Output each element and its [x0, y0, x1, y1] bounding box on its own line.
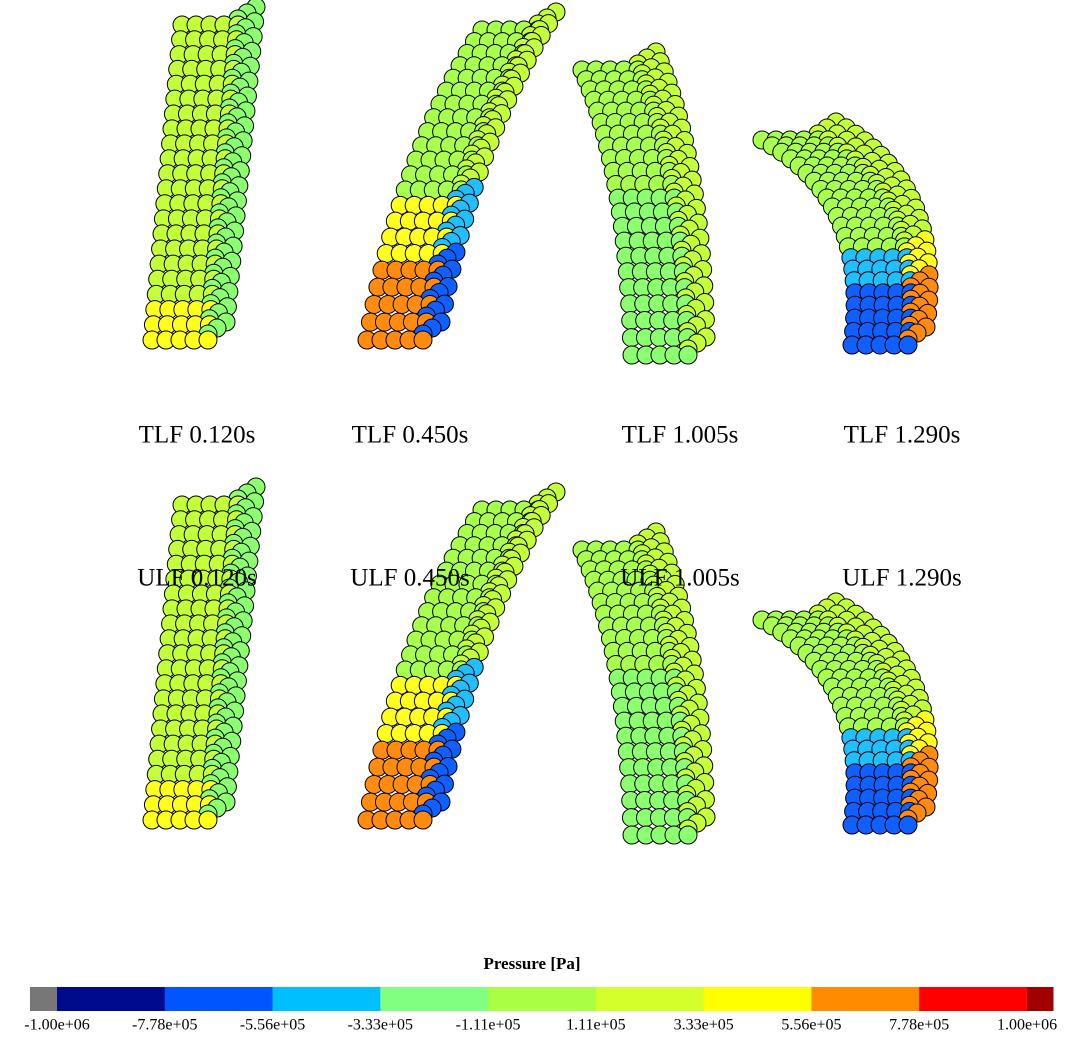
colorbar-tick-label: 5.56e+05 [781, 1017, 841, 1034]
particle [414, 331, 432, 349]
colorbar-tick-label: -3.33e+05 [348, 1017, 413, 1034]
colorbar-tick-label: 1.00e+06 [997, 1017, 1057, 1034]
colorbar-segment [57, 987, 165, 1011]
colorbar-tick-label: -1.00e+06 [24, 1017, 89, 1034]
panel-label: ULF 0.120s [137, 565, 256, 592]
colorbar-tick-label: -5.56e+05 [240, 1017, 305, 1034]
colorbar-segment [165, 987, 273, 1011]
panel-label: TLF 0.450s [352, 422, 469, 449]
figure: Pressure [Pa] TLF 0.120s TLF 0.450s TLF 1.… [0, 0, 1073, 1037]
colorbar-segment [30, 987, 58, 1011]
colorbar-segment [919, 987, 1027, 1011]
colorbar-title: Pressure [Pa] [483, 954, 580, 973]
colorbar-segment [488, 987, 596, 1011]
particle [679, 346, 697, 364]
particle [899, 336, 917, 354]
panel-label: ULF 1.290s [842, 565, 961, 592]
particle [899, 816, 917, 834]
colorbar-tick-label: -1.11e+05 [456, 1017, 521, 1034]
panel-label: TLF 1.290s [844, 422, 961, 449]
particle [414, 811, 432, 829]
colorbar-tick-label: 3.33e+05 [674, 1017, 734, 1034]
colorbar-segment [704, 987, 812, 1011]
colorbar-tick-label: 1.11e+05 [566, 1017, 626, 1034]
particle [199, 331, 217, 349]
colorbar-tick-label: -7.78e+05 [132, 1017, 197, 1034]
colorbar-segment [273, 987, 381, 1011]
particle [199, 811, 217, 829]
colorbar-tick-label: 7.78e+05 [889, 1017, 949, 1034]
panel-label: ULF 1.005s [620, 565, 739, 592]
particle-renderings [143, 0, 938, 844]
colorbar-segment [380, 987, 488, 1011]
colorbar-segment [811, 987, 919, 1011]
colorbar-segment [1027, 987, 1054, 1011]
colorbar-segment [596, 987, 704, 1011]
particle [679, 826, 697, 844]
panel-label: TLF 1.005s [622, 422, 739, 449]
panel-label: ULF 0.450s [350, 565, 469, 592]
panel-label: TLF 0.120s [139, 422, 256, 449]
